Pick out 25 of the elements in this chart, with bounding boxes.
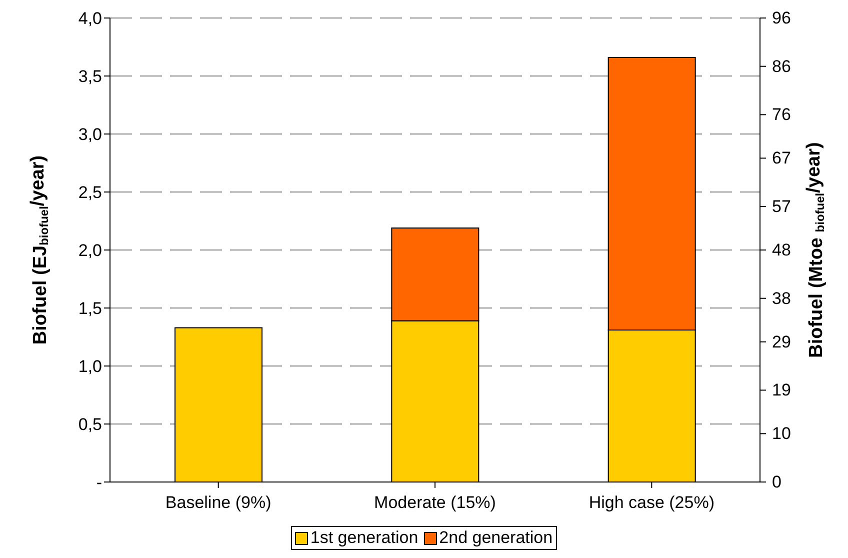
y2-tick-label: 10: [772, 424, 791, 444]
y2-tick-label: 48: [772, 240, 791, 260]
y2-tick-label: 38: [772, 288, 791, 308]
y2-tick-label: 67: [772, 148, 791, 168]
legend-label: 2nd generation: [439, 528, 553, 548]
y-tick-label: -: [96, 473, 102, 492]
y2-tick-label: 19: [772, 380, 791, 400]
y-tick-label: 1,5: [78, 299, 102, 318]
legend-label: 1st generation: [310, 528, 418, 548]
y2-tick-label: 86: [772, 56, 791, 76]
y-tick-label: 3,0: [78, 125, 102, 144]
y2-tick-label: 57: [772, 197, 791, 216]
y-tick-label: 3,5: [78, 67, 102, 86]
x-tick-label: Baseline (9%): [165, 493, 272, 512]
y-tick-label: 1,0: [78, 357, 102, 376]
y2-tick-label: 29: [772, 332, 791, 352]
y-tick-label: 0,5: [78, 415, 102, 434]
x-tick-label: Moderate (15%): [374, 493, 496, 512]
y2-tick-label: 96: [772, 8, 791, 28]
y2-tick-label: 76: [772, 105, 791, 124]
y2-tick-label: 0: [772, 472, 782, 492]
y-tick-label: 2,0: [78, 241, 102, 260]
y-tick-label: 4,0: [78, 9, 102, 28]
y-tick-label: 2,5: [78, 183, 102, 202]
x-tick-label: High case (25%): [588, 493, 715, 512]
